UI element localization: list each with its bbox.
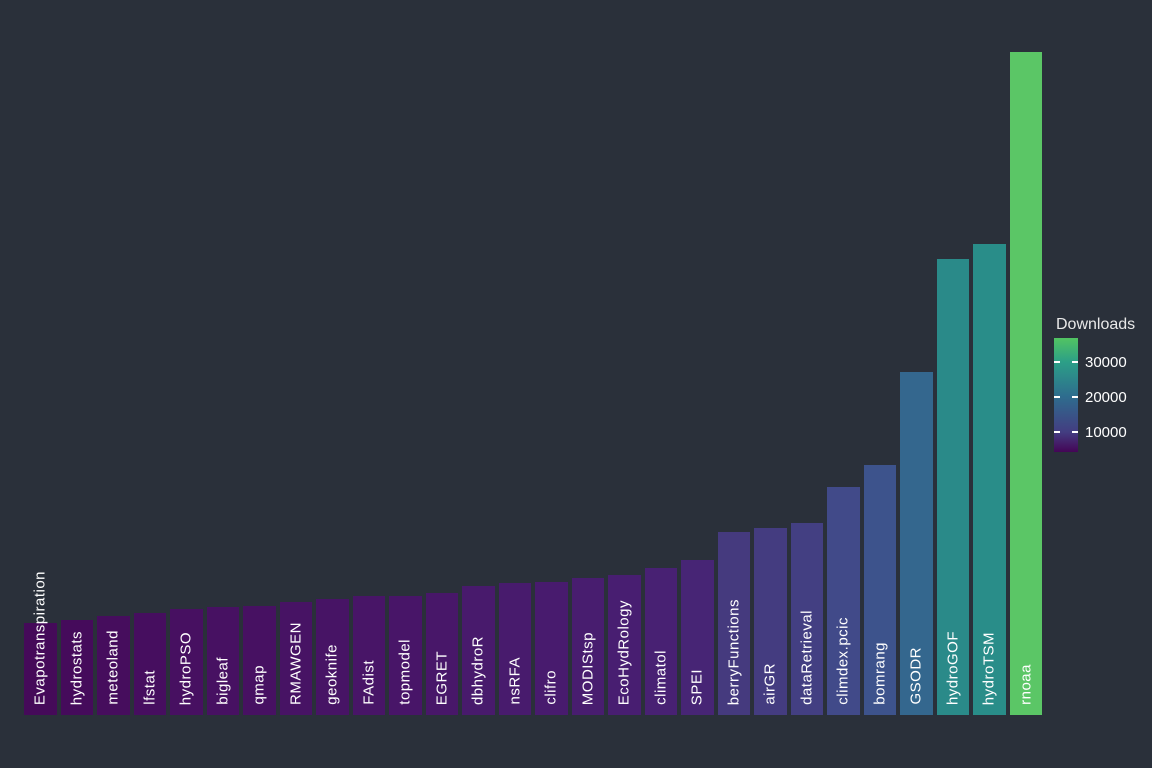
bar [97, 616, 130, 715]
bar-cell: lfstat [133, 0, 167, 715]
bar [973, 244, 1006, 715]
bar [133, 613, 167, 715]
bar-label: GSODR [907, 647, 925, 705]
bar-label: airGR [761, 663, 779, 705]
bar-label: topmodel [396, 639, 414, 705]
bar-cell: topmodel [389, 0, 422, 715]
bar [352, 596, 386, 715]
bar-cell: meteoland [97, 0, 130, 715]
bar-label: hydroPSO [177, 631, 195, 705]
bar-label: meteoland [104, 630, 122, 705]
colorbar-tick-mark [1054, 431, 1060, 434]
bar-label: climdex.pcic [834, 617, 852, 705]
bar-label: geoknife [323, 644, 341, 705]
bar-label: hydroGOF [944, 630, 962, 705]
bar-cell: bomrang [863, 0, 897, 715]
bar [389, 596, 422, 715]
bar [571, 578, 605, 715]
legend-tick-label: 10000 [1085, 424, 1127, 442]
bar-cell: EGRET [425, 0, 459, 715]
bar-cell: airGR [754, 0, 787, 715]
bar-label: EcoHydRology [615, 599, 633, 705]
bar-label: hydrostats [68, 630, 86, 705]
bar-cell: hydroTSM [973, 0, 1006, 715]
bar-cell: clifro [535, 0, 568, 715]
colorbar-tick-mark [1072, 431, 1078, 434]
bar [936, 259, 970, 715]
bar-label: rnoaa [1017, 664, 1035, 705]
bar-cell: EcoHydRology [608, 0, 641, 715]
legend-tick-label: 30000 [1085, 354, 1127, 372]
bar-cell: bigleaf [206, 0, 240, 715]
colorbar-tick-mark [1054, 361, 1060, 364]
bar [717, 532, 751, 715]
bar-cell: SPEI [681, 0, 714, 715]
bar-cell: hydrostats [60, 0, 94, 715]
bar-cell: rnoaa [1009, 0, 1043, 715]
bar-label: clifro [542, 670, 560, 705]
bar [827, 487, 860, 715]
bar [754, 528, 787, 715]
colorbar-tick-mark [1054, 396, 1060, 399]
bar-label: lfstat [141, 670, 159, 705]
bar [790, 523, 824, 715]
bar [498, 583, 532, 715]
bar [170, 609, 203, 715]
bar-cell: MODIStsp [571, 0, 605, 715]
bar [60, 620, 94, 715]
colorbar-tick-mark [1072, 396, 1078, 399]
legend: Downloads 30000 20000 10000 [1054, 312, 1152, 462]
bar-label: FAdist [360, 660, 378, 705]
bar-cell: GSODR [900, 0, 933, 715]
bar [535, 582, 568, 715]
bar-label: bigleaf [214, 657, 232, 705]
bar-label: hydroTSM [980, 631, 998, 705]
bar-cell: climdex.pcic [827, 0, 860, 715]
bar-label: MODIStsp [579, 631, 597, 705]
bar [316, 599, 349, 715]
bar-label: climatol [652, 650, 670, 705]
bar-cell: RMAWGEN [279, 0, 313, 715]
bar [279, 602, 313, 715]
bar-label: dbhydroR [469, 635, 487, 705]
bar [425, 593, 459, 715]
bar-cell: dbhydroR [462, 0, 495, 715]
bar-cell: hydroGOF [936, 0, 970, 715]
bar-label: SPEI [688, 668, 706, 705]
legend-tick-label: 20000 [1085, 389, 1127, 407]
legend-title: Downloads [1056, 316, 1136, 333]
bar [863, 465, 897, 715]
bar-cell: geoknife [316, 0, 349, 715]
bar-cell: dataRetrieval [790, 0, 824, 715]
bar-cell: berryFunctions [717, 0, 751, 715]
bar-label: nsRFA [506, 657, 524, 705]
bar-label: RMAWGEN [287, 622, 305, 705]
colorbar-tick-mark [1072, 361, 1078, 364]
legend-colorbar [1054, 338, 1078, 452]
bar [462, 586, 495, 715]
bar-cell: FAdist [352, 0, 386, 715]
bar-label: EGRET [433, 650, 451, 705]
bar-label: qmap [250, 665, 268, 705]
bar-cell: Evapotranspiration [24, 0, 57, 715]
bar [608, 575, 641, 715]
bar [900, 372, 933, 715]
bar [1009, 52, 1043, 715]
bar-cell: climatol [644, 0, 678, 715]
bar-cell: hydroPSO [170, 0, 203, 715]
bar-cell: nsRFA [498, 0, 532, 715]
bar-cell: qmap [243, 0, 276, 715]
bar-label: bomrang [871, 642, 889, 705]
bar [24, 623, 57, 715]
bar-label: Evapotranspiration [31, 570, 49, 705]
bar [243, 606, 276, 715]
bar [206, 607, 240, 715]
bar-label: dataRetrieval [798, 610, 816, 705]
bar [681, 560, 714, 715]
bar-label: berryFunctions [725, 598, 743, 705]
bar [644, 568, 678, 715]
